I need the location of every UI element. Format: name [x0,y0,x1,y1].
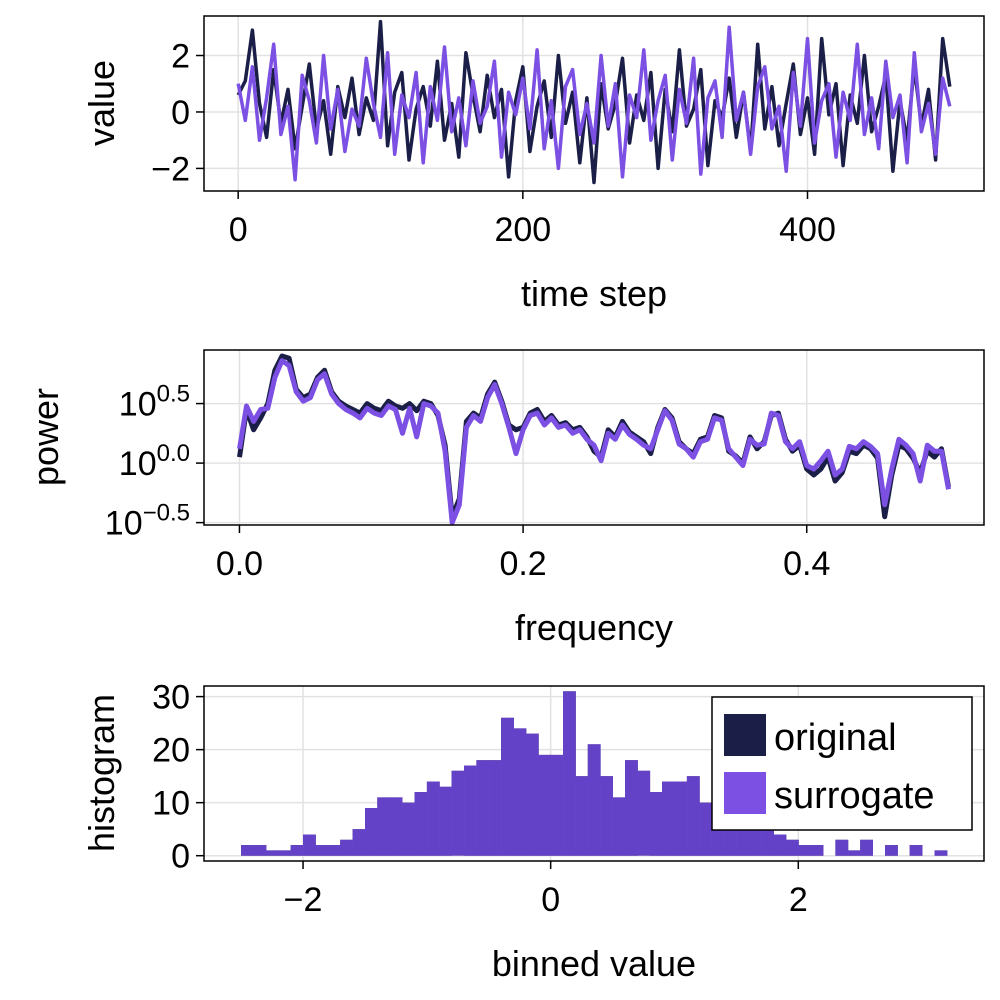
x-tick-label: 0.2 [499,545,546,583]
y-axis-label: power [25,388,66,486]
histogram-bar-surrogate [290,845,304,856]
histogram-bar-surrogate [241,845,254,856]
histogram-bar-surrogate [538,754,552,856]
x-tick-label: 200 [494,211,551,249]
x-tick-label: 0 [541,881,560,919]
histogram-bar-surrogate [563,691,576,856]
histogram-bar-surrogate [278,850,292,856]
histogram-bar-surrogate [798,845,812,856]
histogram-bar-surrogate [340,839,353,856]
y-tick-label: 10−0.5 [105,500,190,543]
histogram-bar-surrogate [265,850,279,856]
y-tick-label: 100.5 [119,381,190,424]
histogram-bar-surrogate [476,760,490,856]
histogram-bar-surrogate [414,792,428,856]
x-axis-label: binned value [492,943,696,984]
histogram-bar-surrogate [773,834,787,856]
legend-label-original: original [774,717,897,759]
y-tick-label: 100.0 [119,440,190,483]
histogram-bar-surrogate [761,829,774,856]
plot-frame [203,349,985,526]
y-tick-label: −2 [151,150,190,188]
y-tick-label: 10 [152,785,190,823]
histogram-bar-surrogate [662,781,675,856]
histogram-bar-surrogate [674,781,688,856]
legend: original surrogate [711,696,973,831]
y-tick-label: 30 [152,679,190,717]
time-series-panel: 0 200 400 −2 0 2 time step value [81,15,985,314]
histogram-bar-surrogate [909,845,923,856]
histogram-bar-surrogate [600,776,613,856]
plot-frame [203,685,985,862]
legend-label-surrogate: surrogate [774,775,935,817]
series-line-surrogate [236,25,952,182]
histogram-bar-surrogate [934,850,948,856]
x-tick-label: −2 [284,881,323,919]
histogram-bar-surrogate [847,850,861,856]
histogram-bar-surrogate [860,839,873,856]
series-line-surrogate [237,358,951,526]
y-axis-label: histogram [81,694,122,852]
histogram-bar-surrogate [451,770,465,856]
histogram-bar-surrogate [439,786,452,856]
series-line-original [237,353,951,520]
x-tick-label: 0.0 [216,545,263,583]
histogram-bar-surrogate [550,754,564,856]
histogram-bar-surrogate [525,733,539,856]
histogram-bar-surrogate [637,770,651,856]
x-tick-label: 2 [789,881,808,919]
power-spectrum-panel: 0.0 0.2 0.4 10−0.5 100.0 100.5 frequency powe… [25,349,985,648]
histogram-bar-surrogate [587,744,601,856]
histogram-bar-surrogate [501,717,514,856]
histogram-bar-surrogate [389,797,403,856]
histogram-bar-surrogate [625,760,638,856]
histogram-bar-surrogate [426,781,440,856]
histogram-bar-surrogate [885,845,898,856]
y-axis-label: value [81,60,122,146]
histogram-bar-surrogate [464,765,477,856]
histogram-bar-surrogate [377,797,391,856]
histogram-bar-surrogate [352,829,366,856]
histogram-bar-surrogate [699,802,712,856]
histogram-bar-surrogate [488,760,502,856]
histogram-bar-surrogate [835,839,849,856]
histogram-bar-surrogate [649,792,663,856]
x-tick-label: 0.4 [783,545,830,583]
x-tick-label: 0 [229,211,248,249]
plot-frame [203,15,985,192]
histogram-bar-surrogate [402,802,415,856]
histogram-bar-surrogate [365,808,378,856]
y-tick-label: 0 [171,94,190,132]
histogram-bar-surrogate [513,728,527,856]
x-tick-label: 400 [779,211,836,249]
y-tick-label: 2 [171,38,190,76]
x-axis-label: time step [521,273,667,314]
histogram-bar-surrogate [575,776,589,856]
histogram-bar-surrogate [686,776,700,856]
histogram-bar-surrogate [303,834,316,856]
histogram-bar-surrogate [253,845,267,856]
histogram-bar-surrogate [785,839,799,856]
x-axis-label: frequency [515,607,673,648]
legend-swatch-original [724,714,766,756]
legend-swatch-surrogate [724,772,766,814]
histogram-bar-surrogate [315,845,329,856]
y-tick-label: 0 [171,838,190,876]
y-tick-label: 20 [152,732,190,770]
histogram-bar-surrogate [810,845,824,856]
histogram-bar-surrogate [327,845,341,856]
histogram-bar-surrogate [612,797,626,856]
